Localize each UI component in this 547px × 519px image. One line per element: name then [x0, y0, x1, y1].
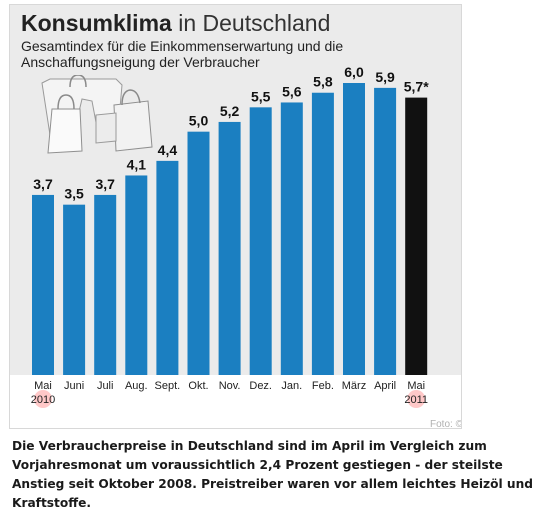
year-highlight-13 — [407, 390, 426, 408]
bar-3 — [94, 194, 117, 375]
bar-4 — [125, 175, 148, 375]
photo-credit: Foto: © 2011 AFP — [430, 419, 461, 429]
category-label-7: Nov. — [219, 380, 241, 392]
category-label-6: Okt. — [188, 380, 208, 392]
value-label-10: 5,8 — [313, 74, 333, 90]
year-highlight-1 — [34, 390, 52, 408]
category-label-1: Mai — [34, 380, 52, 392]
value-label-7: 5,2 — [220, 103, 240, 119]
value-label-12: 5,9 — [375, 69, 395, 85]
chart-title: Konsumklima in Deutschland — [21, 9, 330, 37]
chart-subtitle: Gesamtindex für die Einkommenserwartung … — [21, 38, 344, 70]
chart-plot: 3,7 Mai 2010 3,5 Juni 3,7 Juli 4,1 Aug. 4,4 Sept. 5… — [31, 64, 429, 408]
value-label-6: 5,0 — [189, 113, 209, 129]
chart-figure: Konsumklima in Deutschland Gesamtindex f… — [9, 4, 462, 429]
year-label-13: 2011 — [404, 394, 428, 406]
value-label-1: 3,7 — [33, 176, 53, 192]
value-label-9: 5,6 — [282, 83, 302, 99]
bar-6 — [187, 131, 210, 375]
bar-13 — [405, 97, 428, 375]
article-caption: Die Verbraucherpreise in Deutschland sin… — [12, 439, 533, 510]
category-label-4: Aug. — [125, 380, 148, 392]
bar-11 — [343, 83, 365, 375]
value-label-8: 5,5 — [251, 88, 271, 104]
bar-12 — [374, 87, 397, 375]
value-label-2: 3,5 — [64, 186, 84, 202]
bar-8 — [249, 107, 272, 375]
category-label-5: Sept. — [155, 380, 181, 392]
value-label-4: 4,1 — [127, 156, 147, 172]
category-label-13: Mai — [407, 380, 425, 392]
shopping-bags-icon — [41, 75, 153, 154]
category-label-2: Juni — [64, 380, 84, 392]
category-label-11: März — [342, 380, 366, 392]
year-label-1: 2010 — [31, 394, 55, 406]
category-label-8: Dez. — [249, 380, 272, 392]
category-label-12: April — [374, 380, 396, 392]
bar-1 — [32, 194, 54, 375]
chart-title-suffix: in Deutschland — [178, 10, 331, 36]
bar-7 — [218, 121, 241, 375]
category-label-9: Jan. — [281, 380, 302, 392]
value-label-5: 4,4 — [158, 142, 178, 158]
value-label-11: 6,0 — [344, 64, 364, 80]
value-label-13: 5,7* — [404, 79, 429, 95]
bar-2 — [63, 204, 86, 375]
bar-5 — [156, 160, 179, 375]
bar-9 — [280, 102, 303, 375]
bar-10 — [311, 92, 334, 375]
chart-title-main: Konsumklima — [21, 10, 172, 36]
category-label-3: Juli — [97, 380, 114, 392]
category-label-10: Feb. — [312, 380, 334, 392]
value-label-3: 3,7 — [95, 176, 115, 192]
